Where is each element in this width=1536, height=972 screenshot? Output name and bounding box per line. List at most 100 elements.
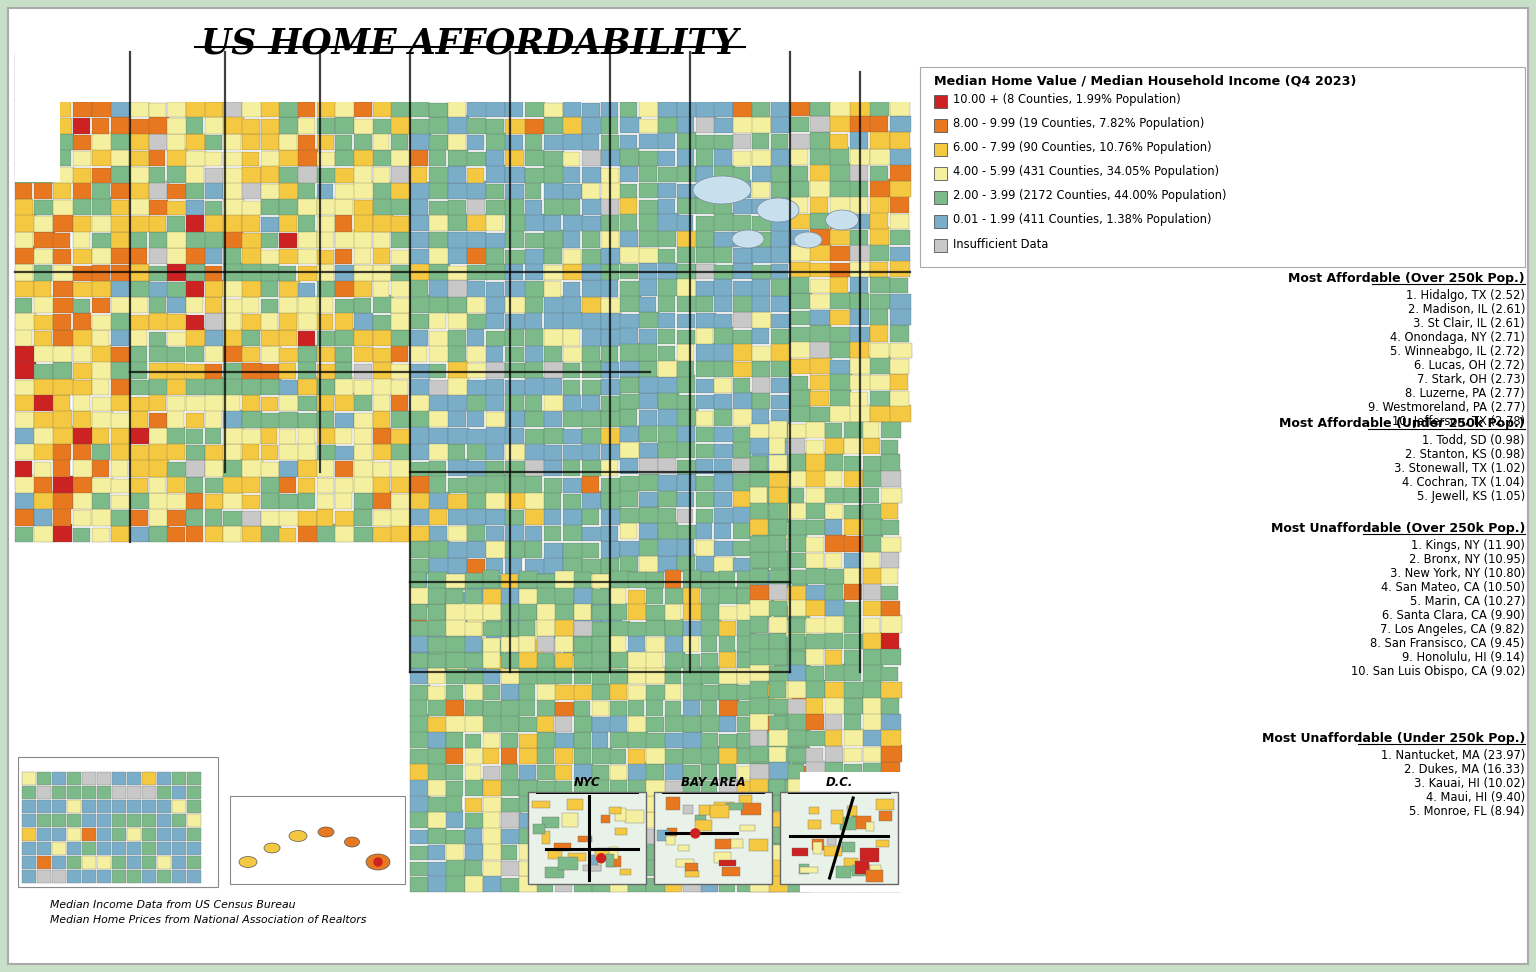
Bar xyxy=(750,634,770,649)
Bar xyxy=(15,461,32,476)
Bar xyxy=(141,842,157,855)
Bar xyxy=(700,715,720,732)
Bar xyxy=(806,778,823,795)
Bar xyxy=(621,102,637,117)
Bar xyxy=(573,732,591,748)
Bar xyxy=(568,852,587,861)
Bar xyxy=(610,683,627,700)
Bar xyxy=(505,461,525,476)
Bar xyxy=(696,313,716,329)
Bar xyxy=(582,85,602,101)
Bar xyxy=(610,621,630,636)
Bar xyxy=(34,477,52,493)
Bar xyxy=(696,281,714,295)
Bar xyxy=(316,84,336,101)
Bar xyxy=(167,248,187,264)
Bar xyxy=(92,377,109,395)
Bar xyxy=(639,183,657,198)
Bar xyxy=(15,475,35,493)
Bar xyxy=(788,553,806,568)
Bar xyxy=(149,526,169,542)
Bar xyxy=(525,52,542,68)
Bar xyxy=(601,263,619,280)
Bar xyxy=(768,634,786,649)
Text: 4. San Mateo, CA (10.50): 4. San Mateo, CA (10.50) xyxy=(1381,581,1525,594)
Bar xyxy=(682,844,700,860)
Bar xyxy=(809,391,829,406)
Bar xyxy=(149,295,166,313)
Bar xyxy=(677,131,696,150)
Bar xyxy=(186,280,204,297)
Bar xyxy=(316,429,336,444)
Bar xyxy=(501,700,521,716)
Bar xyxy=(829,372,852,390)
Bar xyxy=(410,811,430,828)
Bar xyxy=(601,230,619,248)
Bar xyxy=(92,70,112,85)
Bar xyxy=(187,828,201,841)
Bar xyxy=(601,411,621,428)
Bar xyxy=(392,442,412,461)
Bar xyxy=(621,281,641,295)
Bar xyxy=(34,331,52,346)
Bar xyxy=(68,870,81,883)
Bar xyxy=(447,781,462,796)
Bar xyxy=(639,119,657,133)
Bar xyxy=(843,747,862,762)
Bar xyxy=(15,492,35,509)
Bar xyxy=(131,329,147,346)
Bar xyxy=(750,569,768,584)
Bar xyxy=(610,844,627,860)
Bar xyxy=(750,470,771,487)
Bar xyxy=(843,813,865,827)
Bar xyxy=(538,846,554,860)
Bar xyxy=(790,405,811,422)
Bar xyxy=(373,362,392,379)
Bar xyxy=(774,714,790,732)
Bar xyxy=(601,491,621,509)
Bar xyxy=(54,444,71,461)
Bar xyxy=(728,839,743,849)
Bar xyxy=(186,493,203,509)
Bar xyxy=(54,379,74,395)
Bar xyxy=(482,638,501,652)
Bar xyxy=(677,184,697,198)
Bar xyxy=(544,378,562,395)
Bar xyxy=(562,295,581,313)
Bar xyxy=(525,249,544,264)
Bar xyxy=(750,825,770,844)
Bar xyxy=(863,456,880,470)
Bar xyxy=(501,845,518,860)
Bar xyxy=(72,298,91,313)
Bar xyxy=(825,535,846,552)
Bar xyxy=(562,215,584,231)
Bar xyxy=(111,509,131,526)
Bar xyxy=(768,827,788,844)
Bar xyxy=(628,859,645,876)
Text: Median Home Value / Median Household Income (Q4 2023): Median Home Value / Median Household Inc… xyxy=(934,75,1356,88)
Bar xyxy=(790,67,808,85)
Bar xyxy=(429,182,449,199)
Bar xyxy=(111,166,131,183)
Bar xyxy=(22,828,35,841)
Bar xyxy=(410,668,429,684)
Bar xyxy=(298,231,316,248)
Bar xyxy=(335,413,353,428)
Bar xyxy=(410,780,429,796)
Bar xyxy=(714,199,731,215)
Bar xyxy=(449,247,467,264)
Bar xyxy=(243,280,261,297)
Bar xyxy=(639,152,659,166)
Bar xyxy=(714,149,733,166)
Bar xyxy=(316,379,335,395)
Bar xyxy=(373,527,393,542)
Bar xyxy=(849,100,871,117)
Bar xyxy=(582,428,602,443)
Bar xyxy=(639,134,659,150)
Bar xyxy=(280,494,298,509)
Bar xyxy=(700,876,719,892)
Bar xyxy=(149,283,169,297)
Bar xyxy=(610,748,627,764)
Bar xyxy=(829,293,849,309)
Bar xyxy=(525,133,542,150)
